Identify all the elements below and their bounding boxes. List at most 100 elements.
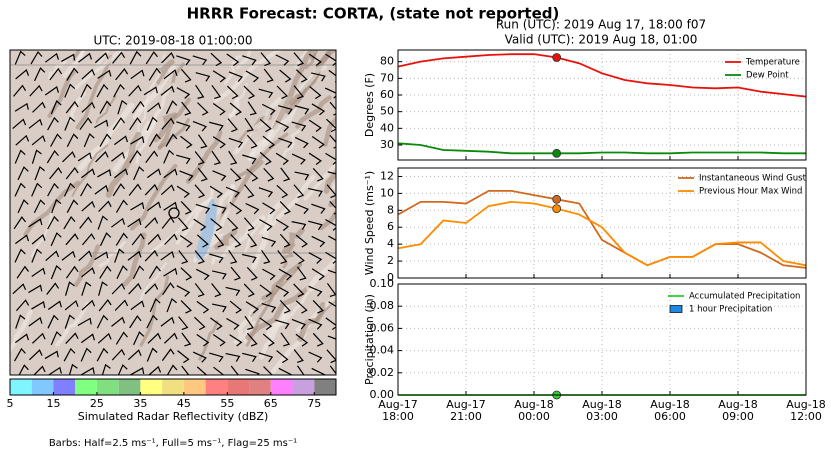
barb (111, 316, 126, 327)
ridge (271, 321, 317, 374)
barb (98, 200, 112, 212)
barb (97, 169, 112, 178)
barb (14, 248, 26, 263)
barb (324, 87, 336, 99)
barb (329, 134, 336, 149)
barb (176, 55, 191, 66)
barb (50, 133, 62, 147)
barb (244, 315, 255, 330)
barb (31, 149, 42, 164)
barb (193, 218, 207, 232)
barb (14, 102, 29, 112)
valid-marker (552, 194, 562, 204)
y-tick-label: 0.00 (370, 388, 395, 401)
barb (128, 84, 142, 97)
barb (227, 118, 238, 133)
colorbar-box (292, 379, 315, 395)
barb (78, 250, 93, 262)
barb (81, 281, 92, 296)
barb (209, 185, 223, 198)
ridge (259, 304, 290, 360)
barb (96, 347, 109, 362)
barb (66, 67, 79, 81)
barb (13, 84, 27, 97)
ridge (157, 97, 191, 151)
ridge (98, 240, 126, 268)
barb (33, 199, 46, 214)
y-axis-label: Degrees (F) (363, 73, 376, 137)
barb (165, 100, 178, 115)
barb (65, 265, 79, 279)
barb (65, 100, 79, 114)
colorbar-frame (9, 378, 337, 396)
barb (261, 249, 271, 264)
barb (111, 151, 126, 162)
barb (176, 154, 191, 165)
barb (325, 317, 336, 331)
barb (112, 51, 126, 64)
barb (242, 253, 257, 263)
colorbar-box (31, 379, 54, 395)
barb (28, 349, 43, 361)
ridge (198, 320, 219, 361)
barb (111, 348, 126, 361)
barb (210, 317, 223, 331)
ridge (156, 59, 175, 86)
barb (259, 118, 272, 133)
barb (15, 299, 30, 312)
barb (295, 300, 308, 314)
barb (29, 84, 43, 97)
barb (61, 250, 76, 261)
ridge (282, 227, 305, 254)
series-line (397, 200, 807, 267)
barb (246, 266, 258, 281)
barb (131, 232, 145, 246)
barb (194, 250, 205, 265)
barb (211, 150, 221, 165)
y-tick-label: 0 (387, 271, 394, 284)
barb (49, 167, 63, 180)
barb (31, 182, 43, 197)
ridge (139, 262, 168, 301)
ridge (303, 161, 336, 201)
barb (17, 199, 29, 214)
barb (127, 218, 142, 228)
barb (15, 69, 30, 80)
barb (161, 52, 175, 64)
colorbar-tick-label: 45 (177, 397, 191, 410)
barb (163, 168, 178, 179)
ridge (72, 50, 82, 62)
barb (294, 203, 309, 215)
x-tick-label: Aug-17 18:00 (378, 398, 417, 423)
barb (181, 101, 192, 116)
barb (229, 300, 242, 314)
barb (31, 234, 46, 245)
barb (196, 366, 208, 375)
barb (97, 69, 112, 79)
barb (12, 118, 27, 129)
barb (130, 135, 145, 145)
barb (326, 184, 336, 199)
ridge (74, 50, 86, 63)
barb (244, 117, 254, 132)
barb (245, 368, 260, 375)
ridge (75, 54, 113, 130)
barb (129, 117, 142, 131)
barb (226, 53, 240, 67)
barb (31, 135, 46, 146)
barb (245, 70, 260, 83)
barb (297, 365, 305, 375)
barb (47, 366, 62, 375)
barb (14, 333, 30, 344)
series-line (397, 189, 807, 269)
barb (308, 152, 322, 165)
barb (146, 201, 162, 212)
barb (160, 316, 175, 327)
barb (47, 300, 62, 310)
ridge (139, 275, 170, 347)
ridge (258, 174, 316, 235)
barb (31, 332, 46, 344)
ridge (296, 64, 328, 95)
barb (325, 251, 336, 264)
series-line (397, 53, 807, 98)
